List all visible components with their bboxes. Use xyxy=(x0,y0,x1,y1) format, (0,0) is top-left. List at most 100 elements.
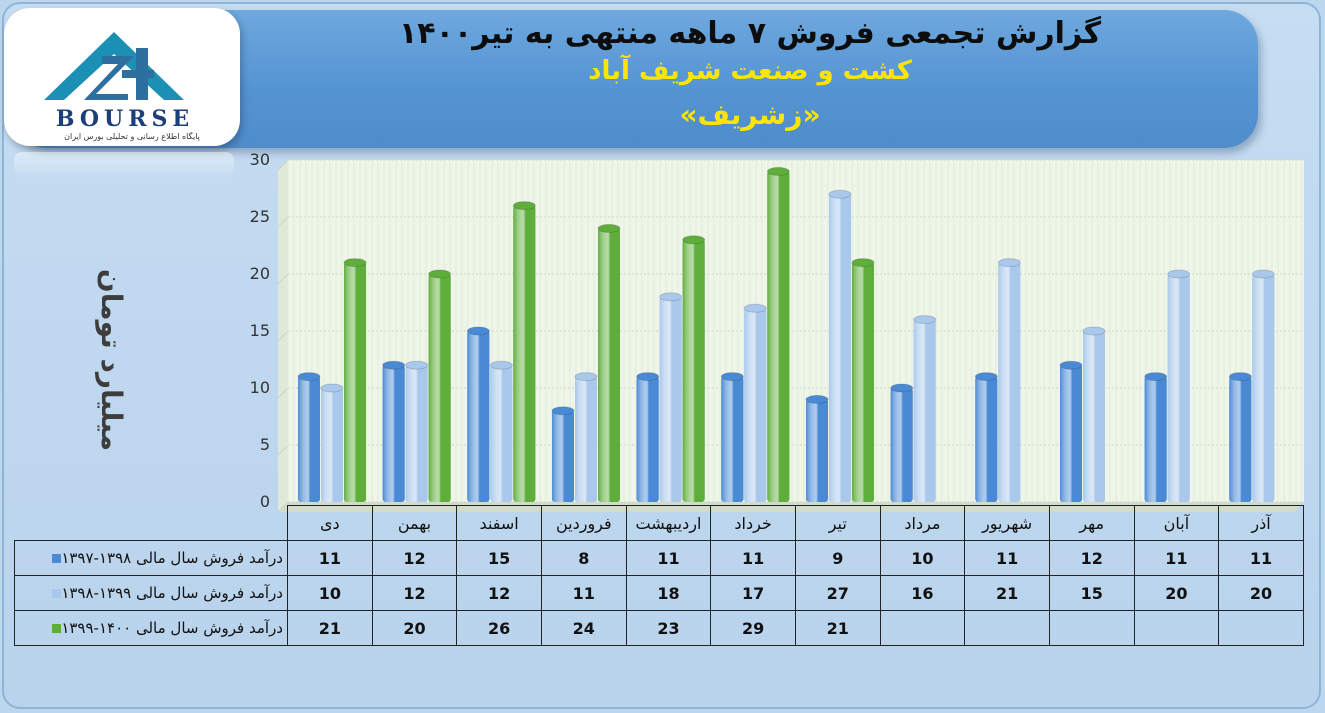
data-label xyxy=(1133,610,1220,646)
data-label: 26 xyxy=(456,610,542,646)
data-label: 20 xyxy=(1133,575,1220,611)
legend-key-icon xyxy=(52,589,62,598)
y-axis-title: میلیارد تومان xyxy=(95,268,128,452)
gridline-side xyxy=(277,273,289,285)
data-label xyxy=(1048,610,1135,646)
logo-card: BOURSE پایگاه اطلاع رسانی و تحلیلی بورس … xyxy=(4,8,240,146)
data-label: 11 xyxy=(710,540,796,576)
data-label: 10 xyxy=(287,575,373,611)
bar xyxy=(720,372,744,502)
bar xyxy=(551,406,575,502)
data-label: 12 xyxy=(371,540,458,576)
category-label: مرداد xyxy=(879,505,966,541)
bar xyxy=(851,258,875,502)
data-label: 11 xyxy=(625,540,712,576)
bar xyxy=(512,201,536,502)
bar xyxy=(682,235,706,503)
category-label: دی xyxy=(287,505,373,541)
y-tick-label: 5 xyxy=(259,435,270,454)
company-name: کشت و صنعت شریف آباد xyxy=(588,56,912,86)
bar xyxy=(343,258,367,502)
data-label: 11 xyxy=(540,575,627,611)
bar xyxy=(766,166,790,502)
bar xyxy=(320,383,344,502)
data-label: 9 xyxy=(794,540,881,576)
bar xyxy=(489,360,513,502)
y-tick-label: 25 xyxy=(249,207,270,226)
category-label: مهر xyxy=(1048,505,1135,541)
data-label: 12 xyxy=(1048,540,1135,576)
data-label: 10 xyxy=(879,540,966,576)
bar xyxy=(636,372,660,502)
category-label: بهمن xyxy=(371,505,458,541)
data-label: 8 xyxy=(540,540,627,576)
data-label: 15 xyxy=(456,540,542,576)
gridline-side xyxy=(277,387,289,399)
logo-reflection xyxy=(14,152,234,178)
bar xyxy=(659,292,683,502)
legend-entry: درآمد فروش سال مالی ۱۴۰۰-۱۳۹۹ xyxy=(14,610,288,646)
data-label: 18 xyxy=(625,575,712,611)
data-label: 11 xyxy=(964,540,1050,576)
logo-tagline: پایگاه اطلاع رسانی و تحلیلی بورس ایران xyxy=(64,132,200,141)
data-label: 12 xyxy=(371,575,458,611)
y-tick-label: 15 xyxy=(249,321,270,340)
bar xyxy=(466,326,490,502)
bar xyxy=(428,269,452,502)
bar xyxy=(597,223,621,502)
gridline-side xyxy=(277,501,289,513)
bar xyxy=(1144,372,1168,502)
data-label: 21 xyxy=(794,610,881,646)
y-tick-label: 10 xyxy=(249,378,270,397)
legend-entry: درآمد فروش سال مالی ۱۳۹۸-۱۳۹۷ xyxy=(14,540,288,576)
legend-key-icon xyxy=(52,624,62,633)
category-label: اسفند xyxy=(456,505,542,541)
table-row: درآمد فروش سال مالی ۱۴۰۰-۱۳۹۹ 21 20 26 24 23 2… xyxy=(14,610,1304,646)
gridline-side xyxy=(277,330,289,342)
data-label: 20 xyxy=(371,610,458,646)
report-title: گزارش تجمعی فروش ۷ ماهه منتهی به تیر۱۴۰۰ xyxy=(398,16,1102,51)
data-label: 16 xyxy=(879,575,966,611)
bar xyxy=(1228,372,1252,502)
bar xyxy=(405,360,429,502)
table-corner xyxy=(15,506,288,541)
data-label: 27 xyxy=(794,575,881,611)
y-tick-label: 20 xyxy=(249,264,270,283)
data-label: 21 xyxy=(964,575,1050,611)
data-label: 20 xyxy=(1218,575,1304,611)
data-label: 21 xyxy=(287,610,373,646)
bar xyxy=(1082,326,1106,502)
category-label: خرداد xyxy=(710,505,796,541)
category-label: آذر xyxy=(1218,505,1304,541)
data-label xyxy=(879,610,966,646)
data-label: 11 xyxy=(1133,540,1220,576)
bar xyxy=(1167,269,1191,502)
gridline-side xyxy=(277,216,289,228)
ticker-symbol: «زشریف» xyxy=(679,98,821,131)
gridline-side xyxy=(277,444,289,456)
data-label: 15 xyxy=(1048,575,1135,611)
category-label: اردیبهشت xyxy=(625,505,712,541)
data-label xyxy=(964,610,1050,646)
logo-mark-icon xyxy=(44,32,184,100)
data-table: دی بهمن اسفند فروردین اردیبهشت خرداد تیر مرداد ش… xyxy=(14,505,1304,646)
data-label: 11 xyxy=(1218,540,1304,576)
data-label: 11 xyxy=(287,540,373,576)
data-label xyxy=(1218,610,1304,646)
bar xyxy=(1251,269,1275,502)
bar xyxy=(890,383,914,502)
bar xyxy=(997,258,1021,502)
data-label: 23 xyxy=(625,610,712,646)
category-label: تیر xyxy=(794,505,881,541)
bar xyxy=(743,303,767,502)
bar xyxy=(828,189,852,502)
data-label: 17 xyxy=(710,575,796,611)
data-label: 29 xyxy=(710,610,796,646)
bar xyxy=(1059,360,1083,502)
bar xyxy=(974,372,998,502)
logo-wordmark: BOURSE xyxy=(55,106,195,132)
bar xyxy=(382,360,406,502)
table-row: درآمد فروش سال مالی ۱۳۹۸-۱۳۹۷ 11 12 15 8 11 11… xyxy=(14,540,1304,576)
y-tick-label: 30 xyxy=(249,150,270,169)
